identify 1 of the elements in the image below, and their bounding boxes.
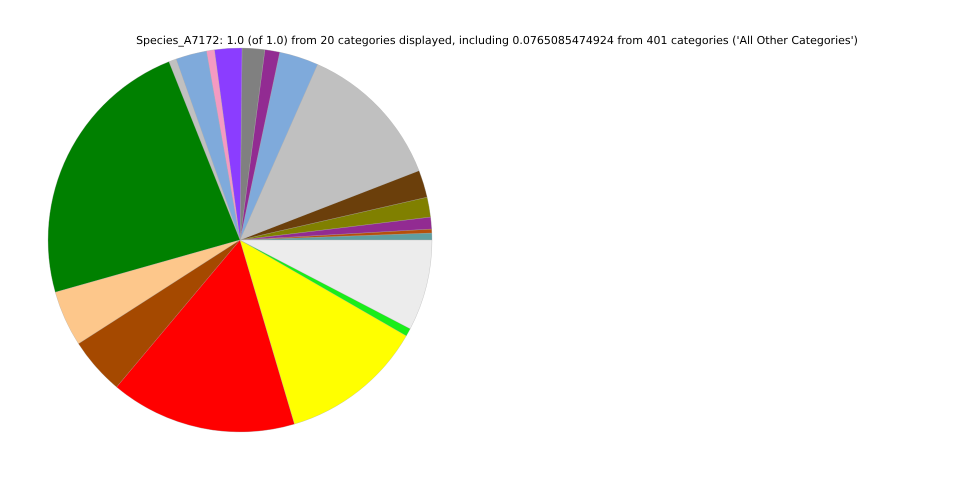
text: Species_A7172: 1.0 (of 1.0) from 20 categories displayed, including 0.0765085474924 from 401 categories ('All Other Categories') [136,34,858,47]
